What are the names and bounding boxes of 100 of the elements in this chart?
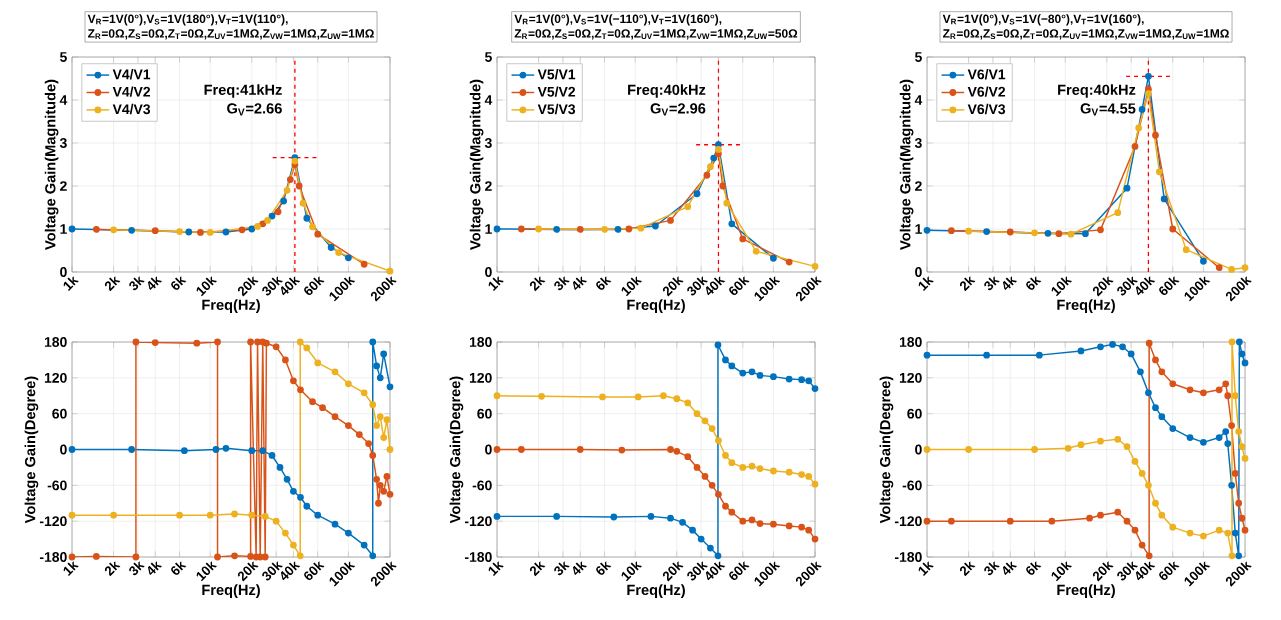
x-tick-label: 60k [729, 561, 750, 581]
x-tick-label: 40k [280, 561, 301, 581]
x-tick-label: 2k [104, 561, 121, 577]
y-tick-label: -60 [902, 480, 922, 491]
y-axis-title: Voltage Gain(Degree) [24, 376, 39, 524]
y-tick-label: 120 [469, 372, 492, 383]
legend-label: V5/V3 [537, 103, 576, 115]
y-tick-label: 0 [60, 267, 67, 277]
y-tick-label: 0 [915, 267, 922, 277]
legend-label: V5/V2 [537, 86, 576, 97]
x-tick-label: 40k [1135, 276, 1156, 296]
x-tick-label: 20k [662, 276, 684, 297]
chart-title: V$_{R}$=1V(0°),V$_{S}$=1V(180°),V$_{T}$=1V(110°), [87, 14, 288, 26]
y-tick-label: 1 [60, 224, 67, 234]
x-tick-label: 6k [171, 561, 187, 575]
y-tick-label: 1 [485, 224, 492, 234]
x-tick-label: 1k [918, 276, 934, 291]
x-tick-label: 20k [662, 561, 684, 582]
x-tick-label: 3k [129, 276, 145, 291]
x-tick-label: 2k [529, 276, 546, 292]
y-tick-label: 180 [44, 337, 67, 347]
x-tick-label: 1k [488, 561, 504, 576]
y-tick-label: 4 [59, 95, 68, 105]
annotation: G$_{V}$=2.96 [650, 103, 706, 116]
x-tick-label: 10k [621, 561, 643, 582]
y-tick-label: 3 [914, 138, 922, 148]
x-axis-title: Freq(Hz) [627, 299, 685, 313]
y-tick-label: 4 [914, 95, 923, 105]
y-axis-title: Voltage Gain(Magnitude) [44, 79, 59, 250]
x-tick-label: 4k [572, 561, 588, 576]
x-tick-label: 30k [262, 276, 283, 296]
x-tick-label: 6k [1026, 276, 1042, 290]
y-tick-label: -180 [894, 552, 922, 562]
y-tick-label: 2 [60, 181, 67, 191]
legend-label: V4/V2 [112, 86, 151, 97]
x-tick-label: 20k [1092, 276, 1114, 297]
x-tick-label: 4k [1003, 276, 1018, 291]
y-tick-label: 5 [59, 52, 67, 62]
x-axis-title: Freq(Hz) [627, 584, 685, 598]
y-axis-title: Voltage Gain(Magnitude) [899, 79, 914, 250]
x-tick-label: 20k [237, 561, 259, 582]
x-axis-title: Freq(Hz) [202, 299, 260, 313]
x-tick-label: 60k [1159, 276, 1180, 296]
y-tick-label: 3 [59, 138, 67, 148]
y-tick-label: -120 [894, 516, 922, 527]
y-tick-label: 5 [915, 52, 922, 62]
legend-label: V6/V3 [967, 103, 1006, 115]
x-axis-title: Freq(Hz) [1057, 299, 1115, 313]
annotation: Freq:41kHz [204, 84, 282, 98]
x-tick-label: 60k [1159, 561, 1180, 581]
y-tick-label: 0 [60, 444, 67, 455]
y-tick-label: 60 [477, 408, 492, 419]
legend-label: V4/V3 [112, 103, 151, 115]
y-tick-label: 180 [469, 337, 492, 347]
x-tick-label: 10k [621, 276, 643, 297]
y-tick-label: -180 [464, 552, 492, 562]
x-tick-label: 10k [1051, 561, 1073, 582]
x-tick-label: 6k [596, 276, 612, 290]
legend-label: V6/V2 [967, 86, 1006, 97]
x-tick-label: 10k [196, 276, 218, 297]
x-tick-label: 4k [147, 561, 163, 576]
y-tick-label: 60 [907, 408, 922, 419]
annotation: Freq:40kHz [1058, 84, 1136, 98]
x-tick-label: 60k [729, 276, 750, 296]
x-tick-label: 1k [918, 561, 934, 576]
x-tick-label: 3k [554, 561, 570, 576]
y-tick-label: 4 [484, 95, 493, 105]
x-tick-label: 6k [171, 276, 187, 290]
x-tick-label: 40k [1135, 561, 1156, 581]
x-tick-label: 1k [63, 561, 79, 576]
y-axis-title: Voltage Gain(Magnitude) [469, 79, 484, 250]
y-tick-label: 1 [915, 224, 922, 234]
y-tick-label: -180 [39, 552, 67, 562]
x-tick-label: 60k [304, 276, 325, 296]
x-tick-label: 40k [705, 561, 726, 581]
chart-title: V$_{R}$=1V(0°),V$_{S}$=1V(−110°),V$_{T}$=1V(160°), [514, 14, 722, 26]
x-tick-label: 1k [63, 276, 79, 291]
y-axis-title: Voltage Gain(Degree) [449, 376, 464, 524]
y-tick-label: 60 [52, 408, 67, 419]
text: Z$_{R}$=0Ω,Z$_{S}$=0Ω,Z$_{T}$=0Ω,Z$_{UV}$=1MΩ,Z$_{VW}$=1MΩ,Z$_{UW}$=50Ω [514, 29, 798, 40]
x-tick-label: 10k [1051, 276, 1073, 297]
legend-label: V5/V1 [537, 69, 576, 80]
x-tick-label: 6k [1026, 561, 1042, 575]
legend-label: V4/V1 [112, 69, 151, 80]
x-tick-label: 3k [554, 276, 570, 291]
y-tick-label: -120 [39, 516, 67, 527]
x-tick-label: 4k [1003, 561, 1018, 576]
chart-title: V$_{R}$=1V(0°),V$_{S}$=1V(−80°),V$_{T}$=1V(160°), [942, 14, 1144, 26]
text: Z$_{R}$=0Ω,Z$_{S}$=0Ω,Z$_{T}$=0Ω,Z$_{UV}$=1MΩ,Z$_{VW}$=1MΩ,Z$_{UW}$=1MΩ [88, 29, 374, 40]
y-tick-label: 2 [915, 181, 922, 191]
x-tick-label: 1k [488, 276, 504, 291]
x-tick-label: 30k [687, 561, 708, 581]
y-tick-label: 2 [485, 181, 492, 191]
y-axis-title: Voltage Gain(Degree) [879, 376, 894, 524]
x-tick-label: 10k [196, 561, 218, 582]
x-tick-label: 20k [1092, 561, 1114, 582]
y-tick-label: 120 [44, 372, 67, 383]
x-tick-label: 2k [529, 561, 546, 577]
x-tick-label: 2k [959, 276, 976, 292]
annotation: G$_{V}$=4.55 [1080, 103, 1136, 116]
